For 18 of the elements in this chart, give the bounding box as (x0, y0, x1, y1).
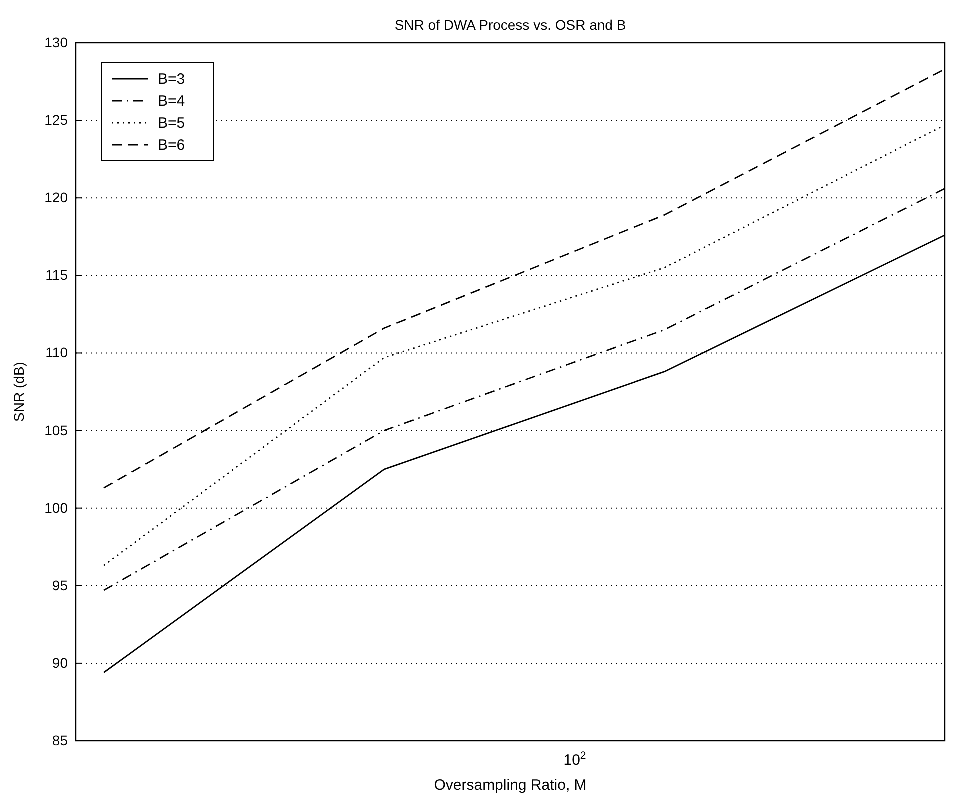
text: 10$^{2}$ (564, 750, 586, 769)
y-tick-label: 100 (44, 500, 68, 516)
legend-label: B=5 (158, 115, 186, 132)
legend-label: B=4 (158, 93, 186, 110)
chart-title: SNR of DWA Process vs. OSR and B (394, 17, 626, 33)
y-tick-label: 90 (52, 654, 68, 671)
y-tick-label: 105 (44, 422, 68, 438)
legend-label: B=6 (158, 137, 186, 154)
y-axis-title: SNR (dB) (11, 362, 27, 422)
y-tick-label: 130 (44, 34, 68, 50)
y-tick-label: 110 (46, 344, 68, 361)
y-tick-label: 85 (52, 732, 68, 748)
y-tick-label: 95 (52, 577, 68, 594)
legend-label: B=3 (158, 71, 186, 88)
y-tick-label: 120 (44, 190, 68, 206)
y-tick-label: 125 (44, 112, 68, 128)
y-tick-label: 115 (46, 267, 68, 284)
x-axis-title: Oversampling Ratio, M (434, 777, 587, 794)
